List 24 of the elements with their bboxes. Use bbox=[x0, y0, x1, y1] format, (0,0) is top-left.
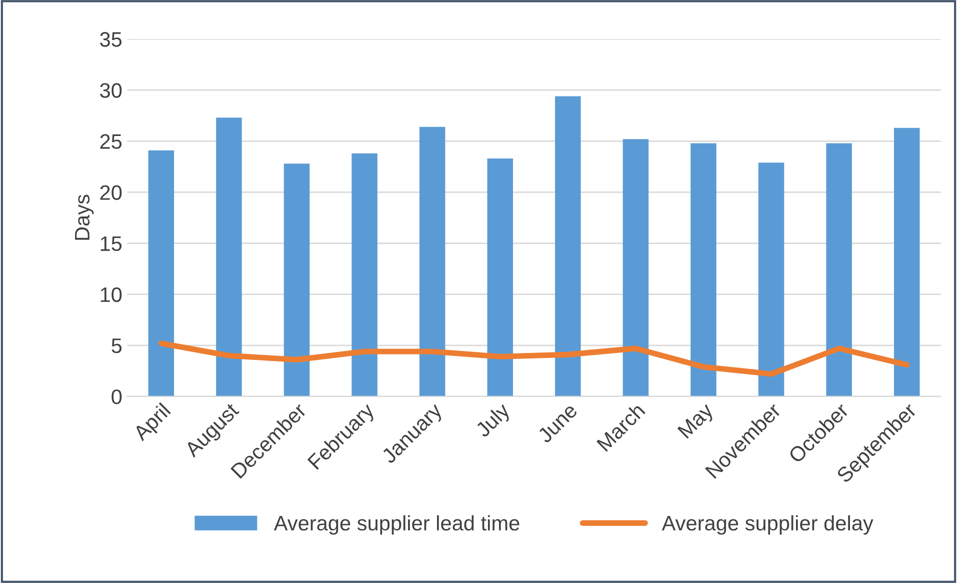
y-tick-label: 35 bbox=[100, 32, 122, 47]
bar bbox=[419, 126, 446, 396]
y-tick-label: 15 bbox=[100, 236, 122, 252]
bar bbox=[894, 128, 920, 396]
bar bbox=[690, 143, 716, 396]
y-tick-label: 30 bbox=[100, 83, 122, 98]
y-tick-label: 10 bbox=[100, 287, 122, 302]
bar bbox=[622, 139, 649, 396]
y-tick-label: 5 bbox=[112, 338, 122, 354]
y-tick-label: 0 bbox=[112, 389, 122, 404]
bar bbox=[216, 118, 242, 396]
y-tick-label: 20 bbox=[100, 185, 122, 200]
bar bbox=[487, 158, 513, 396]
legend-label: Average supplier delay bbox=[662, 515, 874, 535]
bar bbox=[555, 96, 581, 396]
bar bbox=[826, 143, 852, 396]
bar bbox=[758, 162, 784, 396]
bar bbox=[148, 150, 174, 396]
bar bbox=[352, 153, 378, 396]
x-tick-label: July bbox=[474, 401, 514, 441]
y-tick-label: 25 bbox=[100, 134, 122, 149]
legend-label: Average supplier lead time bbox=[274, 515, 520, 535]
bar bbox=[284, 164, 310, 396]
y-axis-title: Days bbox=[75, 194, 94, 240]
